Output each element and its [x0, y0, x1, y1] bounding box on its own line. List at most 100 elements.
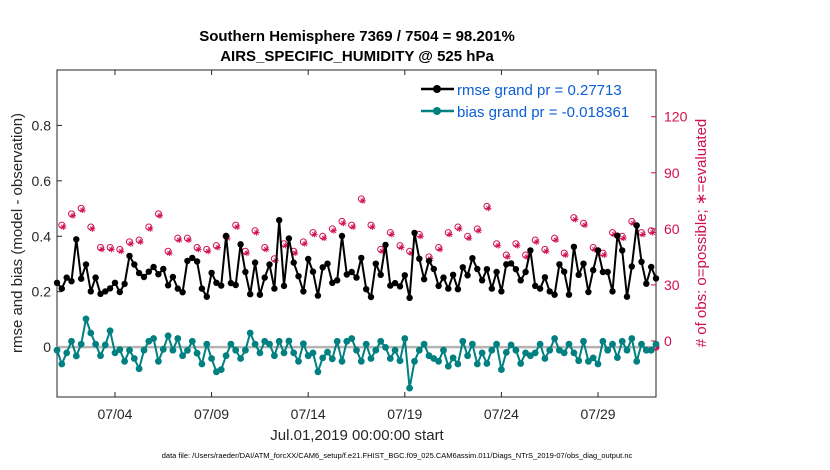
bias-point [126, 346, 133, 354]
bias-point [642, 346, 650, 354]
bias-point [633, 357, 641, 365]
y-tick-label: 0.6 [32, 173, 52, 189]
rmse-point [121, 280, 128, 288]
bias-point [420, 340, 428, 348]
bias-point [353, 346, 360, 354]
rmse-point [358, 254, 365, 262]
obs-evaluated-marker [234, 223, 241, 230]
bias-point [498, 366, 505, 373]
rmse-point [155, 271, 162, 278]
rmse-point [131, 261, 138, 268]
rmse-point [387, 282, 394, 289]
obs-evaluated-marker [562, 251, 569, 258]
rmse-point [382, 241, 389, 249]
bias-point [251, 340, 259, 348]
bias-point [386, 355, 394, 362]
bias-point [280, 349, 288, 357]
obs-evaluated-marker [156, 212, 163, 219]
rmse-point [546, 288, 553, 295]
bias-point [406, 384, 413, 392]
rmse-point [300, 288, 307, 295]
obs-evaluated-marker [543, 248, 550, 255]
bias-point [275, 337, 283, 345]
bias-point [72, 352, 80, 360]
rmse-point [377, 271, 384, 278]
y-right-tick-label: 90 [664, 165, 680, 181]
bias-point [309, 349, 317, 357]
bias-point [478, 349, 486, 357]
rmse-point [169, 273, 177, 281]
bias-point [92, 340, 99, 348]
rmse-point [92, 274, 99, 281]
bias-point [614, 354, 621, 361]
obs-evaluated-marker [456, 225, 463, 232]
rmse-point [391, 279, 399, 287]
rmse-point [213, 279, 220, 286]
legend-rmse-marker [433, 85, 441, 93]
obs-evaluated-marker [611, 231, 618, 238]
bias-point [372, 346, 380, 354]
x-tick-label: 07/29 [581, 406, 616, 422]
rmse-point [648, 263, 655, 271]
bias-point [589, 354, 597, 362]
bias-point [159, 345, 167, 353]
rmse-point [174, 285, 181, 292]
rmse-point [556, 261, 563, 268]
rmse-point [189, 254, 196, 262]
bias-point [338, 357, 346, 365]
legend: rmse grand pr = 0.27713 bias grand pr = … [417, 77, 650, 124]
bias-point [324, 348, 331, 356]
rmse-point [135, 269, 143, 277]
rmse-point [343, 271, 350, 278]
bias-point [367, 355, 375, 362]
rmse-point [396, 283, 404, 290]
rmse-point [150, 263, 157, 271]
bias-point [179, 352, 187, 360]
chart-title-line1: Southern Hemisphere 7369 / 7504 = 98.201… [199, 28, 515, 45]
rmse-point [503, 261, 510, 268]
obs-evaluated-marker [79, 207, 86, 214]
rmse-point [222, 232, 230, 240]
bias-point [198, 360, 206, 368]
rmse-point [416, 255, 423, 262]
bias-point [517, 360, 525, 367]
bias-point [68, 337, 75, 345]
rmse-point [449, 271, 457, 278]
bias-point [459, 337, 467, 345]
rmse-point [63, 274, 70, 281]
bias-point [502, 349, 510, 356]
rmse-point [164, 282, 172, 289]
rmse-point [425, 257, 433, 265]
bias-point [357, 357, 365, 365]
bias-point [541, 355, 549, 362]
bias-point [184, 347, 191, 354]
bias-point [618, 337, 626, 345]
bias-point [208, 355, 216, 362]
y-tick-label: 0 [43, 339, 51, 355]
y-axis-label: rmse and bias (model - observation) [9, 113, 26, 353]
rmse-point [633, 222, 640, 229]
bias-point [135, 365, 143, 373]
obs-evaluated-marker [340, 220, 347, 227]
bias-point [266, 340, 273, 348]
x-axis-label: Jul.01,2019 00:00:00 start [270, 427, 444, 444]
chart-title-line2: AIRS_SPECIFIC_HUMIDITY @ 525 hPa [220, 48, 494, 65]
rmse-point [580, 260, 587, 267]
bias-point [565, 340, 573, 348]
obs-evaluated-marker [166, 250, 173, 257]
rmse-point [372, 260, 379, 267]
bias-point [203, 340, 211, 348]
rmse-point [242, 268, 249, 276]
bias-point [242, 346, 249, 354]
bias-point [512, 346, 520, 354]
bias-point [232, 346, 240, 354]
bias-point [401, 335, 409, 342]
obs-evaluated-marker [69, 212, 76, 219]
rmse-point [261, 274, 268, 281]
bias-point [328, 355, 336, 363]
rmse-point [324, 260, 331, 267]
bias-point [97, 352, 104, 360]
obs-evaluated-marker [147, 225, 154, 232]
bias-point [362, 340, 370, 348]
